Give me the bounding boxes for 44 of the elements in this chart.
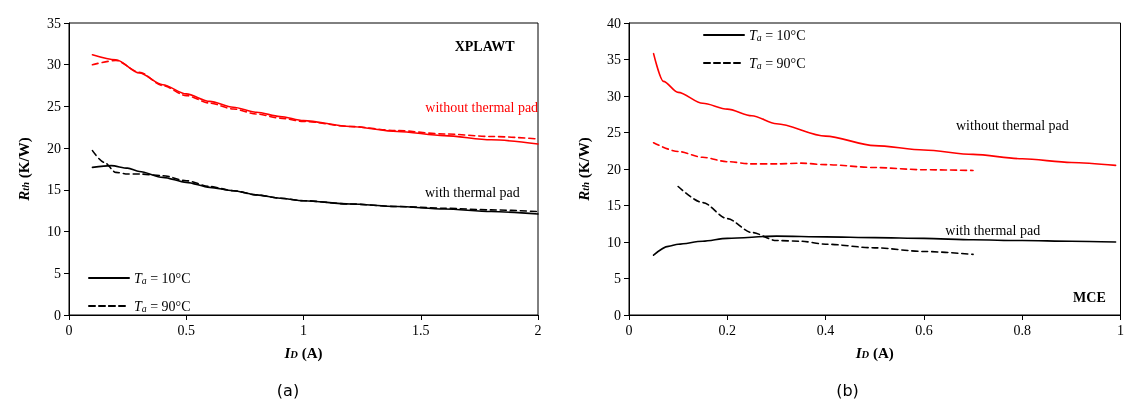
x-tick-label: 0 [65, 322, 73, 338]
y-tick-label: 10 [47, 224, 61, 240]
annotation: without thermal pad [425, 100, 539, 116]
annotation: MCE [1073, 289, 1106, 305]
annotation: without thermal pad [955, 117, 1069, 133]
x-tick-label: 1 [1117, 322, 1124, 338]
y-tick-label: 25 [47, 98, 61, 114]
legend-label: Ta = 10°C [134, 270, 191, 286]
annotation: with thermal pad [424, 184, 520, 200]
x-axis-title: ID (A) [854, 344, 894, 362]
y-tick-label: 25 [607, 125, 621, 140]
y-tick-label: 15 [607, 198, 621, 213]
text: (a) [276, 380, 300, 400]
legend-label: Ta = 10°C [749, 27, 806, 43]
x-tick-label: 0.2 [718, 322, 737, 338]
annotation: XPLAWT [454, 38, 516, 54]
y-tick-label: 35 [47, 15, 61, 31]
x-tick-label: 2 [534, 322, 542, 338]
line-series [652, 52, 1117, 167]
x-tick-label: 0.8 [1013, 322, 1031, 338]
y-tick-label: 0 [54, 307, 61, 323]
annotation: with thermal pad [945, 222, 1041, 238]
x-tick-label: 1 [300, 322, 307, 338]
y-tick-label: 5 [614, 271, 621, 286]
text: (b) [836, 380, 859, 400]
x-tick-label: 0.6 [915, 322, 933, 338]
y-tick-label: 35 [607, 52, 621, 67]
line-series [652, 141, 974, 172]
legend-label: Ta = 90°C [134, 298, 191, 314]
x-tick-label: 0 [625, 322, 633, 338]
y-tick-label: 15 [47, 182, 61, 198]
y-tick-label: 20 [47, 140, 61, 156]
y-tick-label: 30 [607, 88, 621, 104]
y-tick-label: 30 [47, 57, 61, 73]
y-tick-label: 10 [607, 234, 621, 250]
x-tick-label: 1.5 [412, 322, 430, 338]
y-tick-label: 20 [607, 161, 621, 177]
x-tick-label: 0.5 [177, 322, 195, 338]
y-tick-label: 5 [54, 265, 61, 281]
y-tick-label: 0 [614, 307, 621, 323]
legend-label: Ta = 90°C [749, 55, 806, 71]
x-tick-label: 0.4 [816, 322, 835, 338]
x-axis-title: ID (A) [283, 344, 323, 362]
y-tick-label: 40 [607, 15, 621, 31]
